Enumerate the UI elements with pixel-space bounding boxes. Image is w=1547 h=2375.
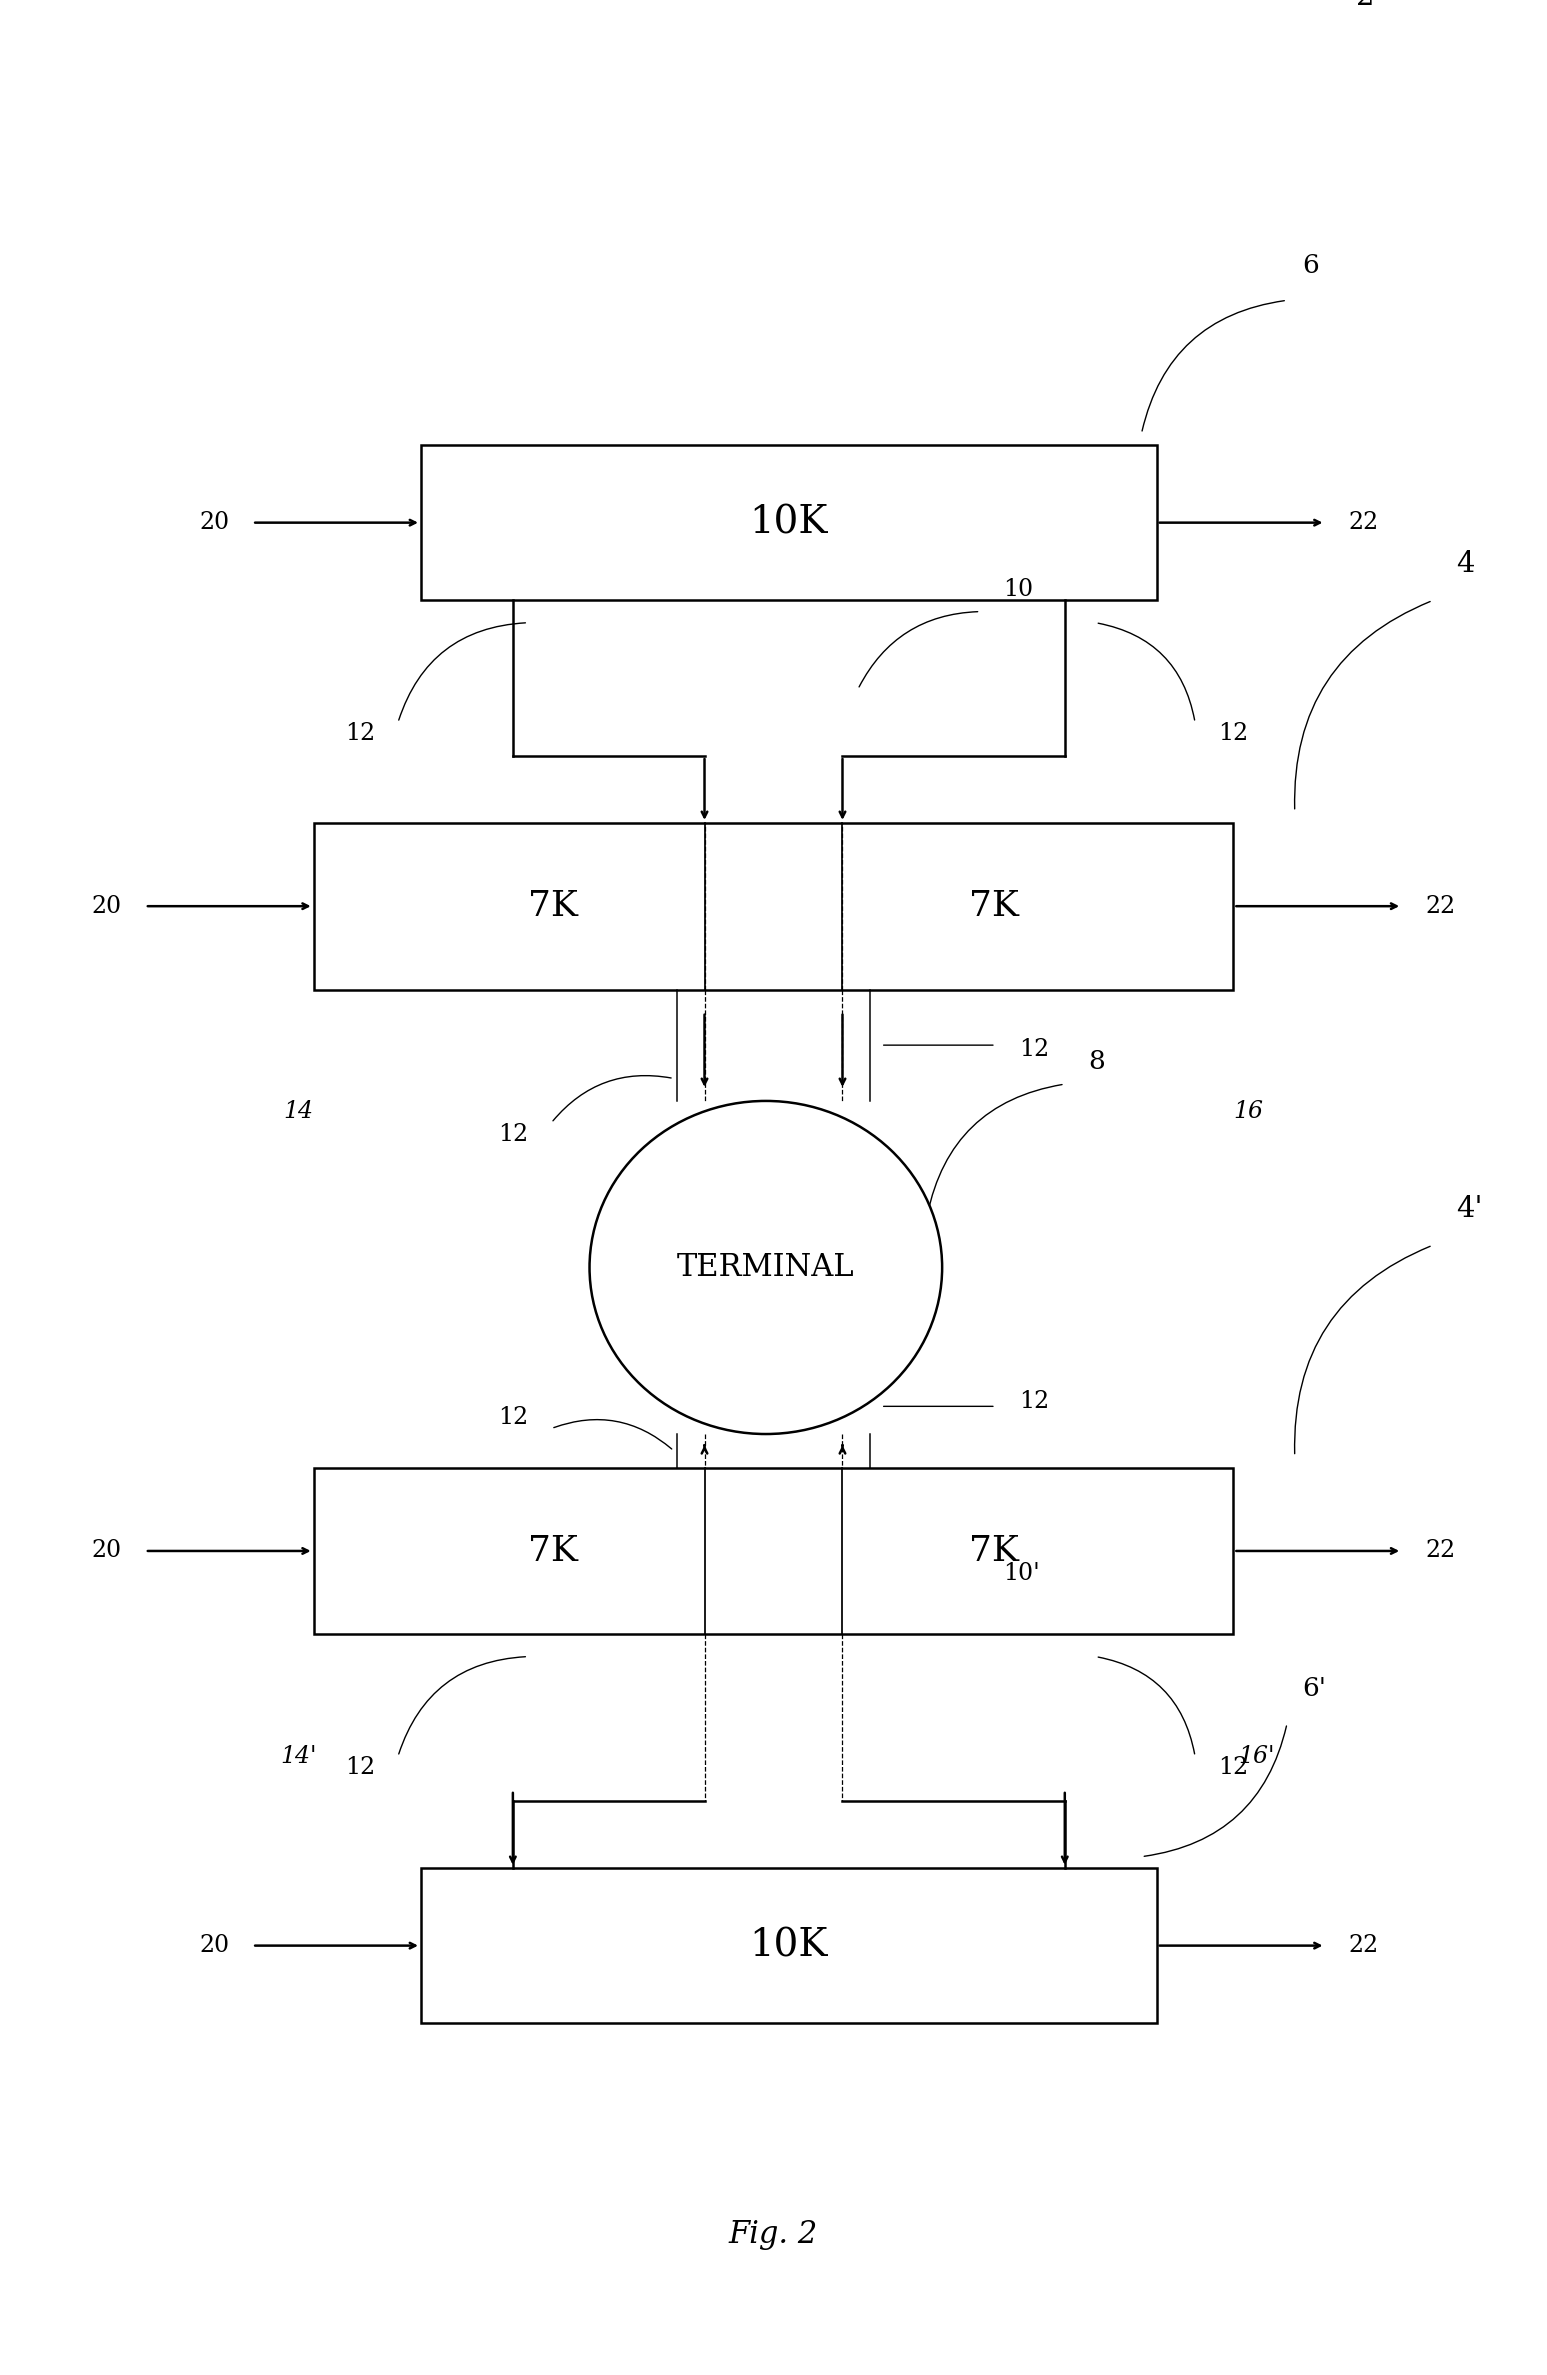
Text: 7K: 7K xyxy=(528,1534,577,1568)
Text: 10K: 10K xyxy=(750,504,828,542)
Text: 10': 10' xyxy=(1004,1563,1040,1584)
Bar xyxy=(314,822,1233,990)
Text: 12: 12 xyxy=(1019,1389,1049,1413)
Text: 12: 12 xyxy=(345,1755,374,1779)
Text: TERMINAL: TERMINAL xyxy=(678,1252,854,1282)
Text: 12: 12 xyxy=(1217,722,1248,746)
Text: 6': 6' xyxy=(1303,1677,1326,1700)
Text: 14': 14' xyxy=(280,1746,317,1767)
Text: 22: 22 xyxy=(1349,511,1378,534)
Text: 16': 16' xyxy=(1238,1746,1275,1767)
Bar xyxy=(421,444,1157,601)
Text: 4': 4' xyxy=(1456,1195,1482,1223)
Text: 22: 22 xyxy=(1425,895,1456,917)
Text: 7K: 7K xyxy=(970,1534,1019,1568)
Text: 6: 6 xyxy=(1303,254,1320,278)
Text: 20: 20 xyxy=(91,1539,122,1563)
Ellipse shape xyxy=(589,1102,942,1434)
Text: 20: 20 xyxy=(91,895,122,917)
Text: 4: 4 xyxy=(1456,551,1474,577)
Text: 12: 12 xyxy=(1019,1038,1049,1062)
Bar xyxy=(314,1468,1233,1634)
Text: 8: 8 xyxy=(1088,1050,1105,1074)
Text: 14: 14 xyxy=(283,1100,312,1123)
Text: 22: 22 xyxy=(1425,1539,1456,1563)
Text: 10K: 10K xyxy=(750,1926,828,1964)
Text: 22: 22 xyxy=(1349,1933,1378,1957)
Text: 16: 16 xyxy=(1235,1100,1264,1123)
Text: 2: 2 xyxy=(1357,0,1375,12)
Text: 20: 20 xyxy=(200,511,229,534)
Text: 7K: 7K xyxy=(528,888,577,924)
Bar xyxy=(421,1867,1157,2024)
Text: 12: 12 xyxy=(345,722,374,746)
Text: 20: 20 xyxy=(200,1933,229,1957)
Text: 7K: 7K xyxy=(970,888,1019,924)
Text: 12: 12 xyxy=(498,1123,528,1145)
Text: 12: 12 xyxy=(498,1406,528,1430)
Text: 10: 10 xyxy=(1004,577,1033,601)
Text: 12: 12 xyxy=(1217,1755,1248,1779)
Text: Fig. 2: Fig. 2 xyxy=(729,2218,818,2249)
